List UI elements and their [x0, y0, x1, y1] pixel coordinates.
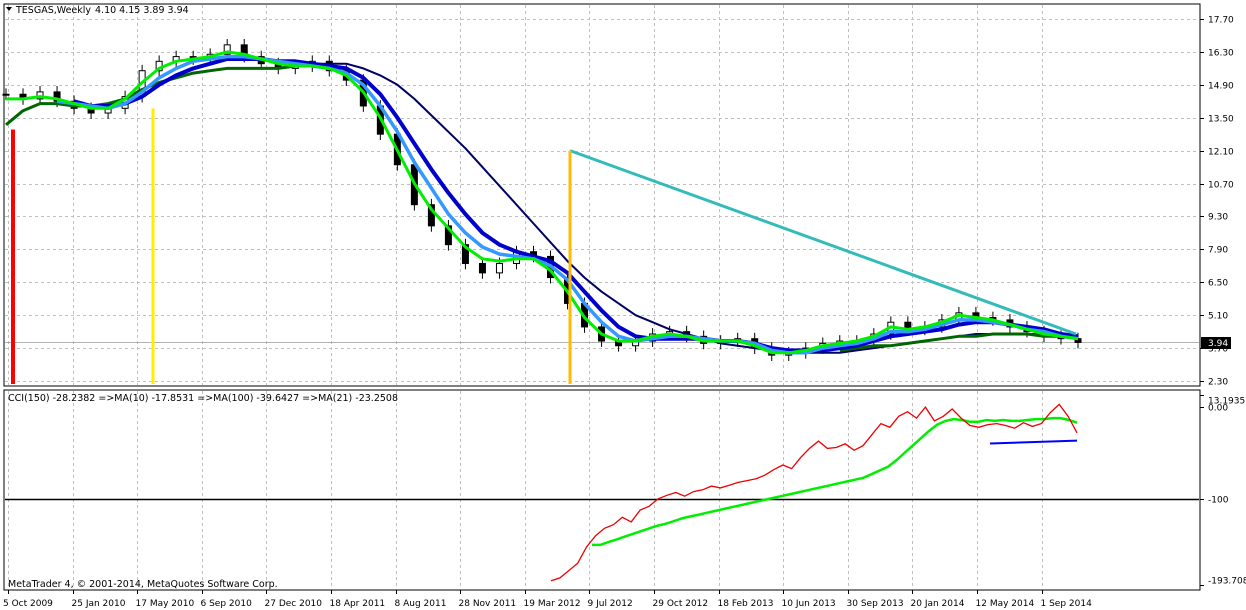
ma-slow-line — [73, 57, 1079, 353]
candle-body — [461, 244, 469, 264]
x-tick-label: 12 May 2014 — [976, 599, 1035, 609]
price-tick-label: 9.30 — [1208, 213, 1228, 223]
copyright-label: MetaTrader 4, © 2001-2014, MetaQuotes So… — [8, 579, 278, 590]
candle-body — [427, 204, 435, 227]
symbol-header: TESGAS,Weekly 4.10 4.15 3.89 3.94 — [6, 5, 189, 16]
cci-plot-area[interactable] — [3, 389, 1201, 591]
ma-fast-line — [6, 50, 1079, 355]
candle-body — [495, 262, 503, 274]
ma-mid-line — [56, 54, 1079, 355]
cci-line — [550, 403, 1078, 582]
cci-tick-label: 0.00 — [1208, 404, 1228, 414]
x-tick-label: 5 Oct 2009 — [3, 599, 53, 609]
x-tick-label: 19 Mar 2012 — [524, 599, 581, 609]
current-price-label: 3.94 — [1208, 339, 1228, 349]
x-tick-label: 30 Sep 2013 — [847, 599, 904, 609]
price-tick-label: 7.90 — [1208, 246, 1228, 256]
x-tick-label: 27 Dec 2010 — [265, 599, 323, 609]
current-price-tag: 3.94 — [1201, 337, 1231, 349]
price-tick-label: 12.10 — [1208, 148, 1234, 158]
candle-body — [223, 44, 231, 55]
cci-tick-label: -193.708 — [1208, 577, 1246, 587]
x-tick-label: 25 Jan 2010 — [72, 599, 126, 609]
cci-ma-line — [592, 416, 1078, 547]
ohlc-label: 4.10 4.15 3.89 3.94 — [95, 5, 189, 16]
price-tick-label: 10.70 — [1208, 181, 1234, 191]
price-tick-label: 14.90 — [1208, 82, 1234, 92]
price-series — [2, 38, 1082, 362]
x-tick-label: 29 Oct 2012 — [653, 599, 709, 609]
x-tick-label: 18 Feb 2013 — [718, 599, 774, 609]
indicator-label: CCI(150) -28.2382 =>MA(10) -17.8531 =>MA… — [8, 393, 398, 404]
price-tick-label: 17.70 — [1208, 16, 1234, 26]
cci-tick-label: 13.1935 — [1208, 397, 1245, 407]
price-tick-label: 2.30 — [1208, 378, 1228, 388]
candle-body — [2, 93, 10, 96]
price-panel: 17.70 16.30 14.90 13.50 12.10 10.70 9.30 7.90 6.… — [2, 3, 1234, 388]
candle-body — [478, 262, 486, 274]
x-tick-label: 1 Sep 2014 — [1041, 599, 1093, 609]
candle-body — [444, 225, 452, 246]
price-tick-label: 16.30 — [1208, 49, 1234, 59]
cci-blue-segment — [989, 439, 1078, 445]
symbol-label: TESGAS,Weekly — [15, 5, 91, 16]
x-tick-label: 17 May 2010 — [136, 599, 195, 609]
x-axis: 5 Oct 2009 25 Jan 2010 17 May 2010 6 Sep 20… — [3, 590, 1092, 609]
trend-line — [569, 149, 1077, 336]
price-tick-label: 13.50 — [1208, 115, 1234, 125]
x-tick-label: 10 Jun 2013 — [782, 599, 836, 609]
price-axis: 17.70 16.30 14.90 13.50 12.10 10.70 9.30 7.90 6.… — [1200, 16, 1234, 388]
price-tick-label: 5.10 — [1208, 312, 1228, 322]
x-tick-label: 8 Aug 2011 — [395, 599, 447, 609]
cci-series — [5, 403, 1199, 582]
price-markers — [11, 108, 572, 384]
cci-tick-label: -100 — [1208, 496, 1229, 506]
price-tick-label: 3.70 — [1208, 345, 1228, 355]
cci-grid — [8, 391, 1043, 589]
x-tick-label: 6 Sep 2010 — [201, 599, 253, 609]
x-tick-label: 28 Nov 2011 — [459, 599, 517, 609]
x-tick-label: 20 Jan 2014 — [911, 599, 965, 609]
x-tick-label: 18 Apr 2011 — [330, 599, 386, 609]
x-tick-label: 9 Jul 2012 — [588, 599, 633, 609]
dropdown-triangle-icon[interactable] — [6, 7, 12, 11]
price-tick-label: 6.50 — [1208, 279, 1228, 289]
